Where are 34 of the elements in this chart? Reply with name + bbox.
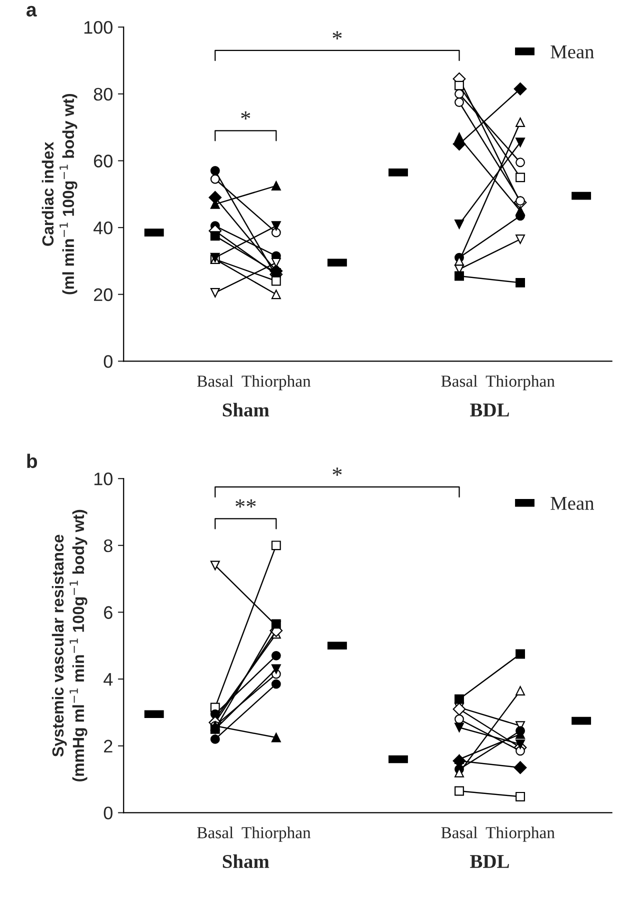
y-tick-label: 40 (94, 221, 112, 234)
x-tick-label: Thiorphan (486, 375, 555, 390)
x-tick-label: Thiorphan (486, 826, 555, 842)
annotation: * (332, 31, 342, 40)
text: BDL (470, 855, 509, 868)
y-tick-label: 4 (104, 673, 113, 686)
y-tick-label: 0 (104, 355, 112, 368)
x-tick-label: Basal (441, 826, 478, 838)
annotation: * (241, 111, 250, 120)
y-tick-label: 10 (94, 472, 112, 486)
text: BDL (470, 404, 509, 416)
text: Sham (222, 402, 270, 417)
y-tick-label: 100 (84, 21, 112, 34)
y-axis-title: Cardiac index (ml min$^{−1}$ 100g$^{−1}$ body wt) (42, 94, 78, 294)
annotation: ** (236, 499, 256, 508)
text: * (332, 468, 342, 476)
legend-label: Mean (550, 496, 594, 510)
legend-label: Mean (550, 45, 594, 58)
x-tick-label: Thiorphan (242, 826, 311, 842)
y-tick-label: 80 (94, 88, 112, 101)
y-tick-label: 2 (104, 740, 112, 752)
chart-title: a (26, 6, 37, 17)
y-tick-label: 20 (94, 288, 112, 302)
y-tick-label: 8 (104, 539, 112, 552)
y-tick-label: 60 (94, 154, 112, 168)
y-axis-title: Systemic vascular resistance (mmHg ml$^{−1}$ min$^{−1}$ 100g$^{−1}$ body wt) (52, 510, 88, 782)
chart-title: b (27, 454, 38, 468)
x-tick-label: Basal (197, 375, 234, 387)
y-tick-label: 0 (104, 806, 112, 820)
x-tick-label: Thiorphan (242, 375, 311, 390)
y-tick-label: 6 (104, 606, 112, 619)
text: Sham (222, 854, 270, 868)
x-tick-label: Basal (197, 826, 234, 838)
x-tick-label: Basal (441, 375, 478, 387)
